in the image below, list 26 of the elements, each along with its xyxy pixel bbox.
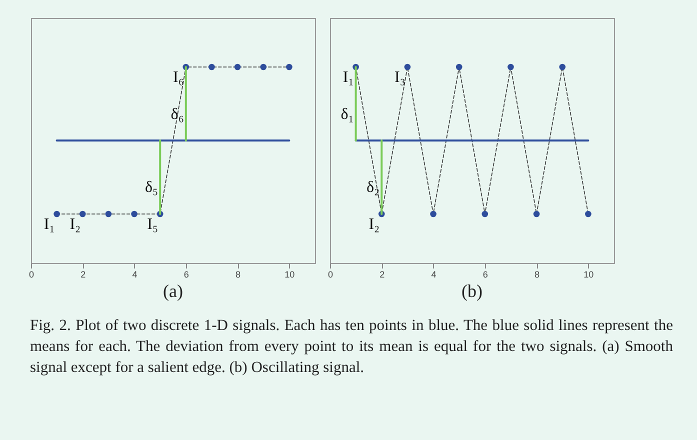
- x-tick-label: 6: [482, 270, 488, 280]
- annotation: I₂: [70, 216, 81, 233]
- annotation: δ₅: [144, 178, 158, 196]
- annotation: I₂: [368, 216, 380, 233]
- annotation: I₃: [394, 69, 406, 86]
- x-tick-label: 2: [80, 270, 86, 280]
- annotation: I₆: [173, 69, 184, 86]
- annotation: I₁: [44, 216, 55, 233]
- annotation: I₅: [147, 216, 158, 233]
- x-tick-label: 0: [328, 270, 334, 280]
- text: (b): [462, 281, 482, 301]
- x-tick-label: 4: [132, 270, 138, 280]
- text: (a): [163, 281, 183, 301]
- x-tick-label: 6: [184, 270, 189, 280]
- x-tick-label: 10: [284, 270, 295, 280]
- x-tick-label: 8: [534, 270, 540, 280]
- x-tick-label: 4: [431, 270, 436, 280]
- x-tick-label: 10: [584, 270, 594, 280]
- annotation: I₁: [342, 69, 354, 86]
- annotation: δ₆: [170, 106, 184, 124]
- annotation: δ₂: [366, 178, 380, 196]
- caption: Fig. 2. Plot of two discrete 1-D signals. Each has ten points in blue. The blue solid lines represent the means for each. The deviation from every point to its mean is equal for the two signals. (a) Smooth signal except for a salient edge. (b) Oscillating signal.: [30, 316, 673, 378]
- x-tick-label: 2: [380, 270, 385, 280]
- x-tick-label: 8: [236, 270, 241, 280]
- x-tick-label: 0: [28, 270, 34, 280]
- annotation: δ₁: [340, 106, 354, 124]
